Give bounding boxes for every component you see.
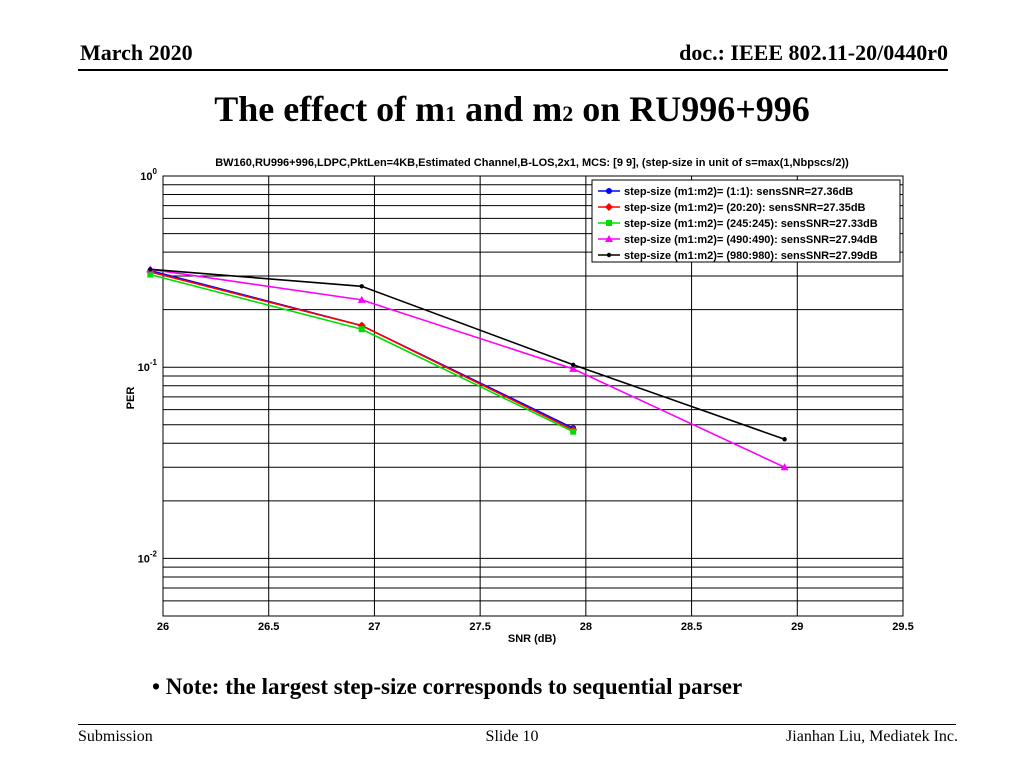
y-tick-exponent: -2 bbox=[150, 549, 158, 558]
data-point bbox=[606, 188, 612, 194]
series bbox=[146, 265, 789, 471]
header-doc-id: doc.: IEEE 802.11-20/0440r0 bbox=[679, 40, 948, 65]
note-text: • Note: the largest step-size correspond… bbox=[152, 674, 743, 699]
footer-slide-number: Slide 10 bbox=[485, 728, 539, 745]
series-2 bbox=[146, 267, 578, 434]
data-point bbox=[148, 267, 153, 272]
data-point bbox=[147, 271, 154, 278]
legend-label: step-size (m1:m2)= (245:245): sensSNR=27… bbox=[624, 218, 878, 230]
series-line bbox=[150, 269, 574, 429]
series-line bbox=[150, 271, 574, 431]
footer-divider bbox=[78, 724, 956, 725]
plot-frame bbox=[162, 175, 904, 617]
legend-entry: step-size (m1:m2)= (20:20): sensSNR=27.3… bbox=[598, 202, 866, 214]
slide-title-part1: The effect of m bbox=[214, 89, 446, 129]
x-tick-label: 27 bbox=[368, 621, 380, 633]
data-point bbox=[606, 220, 612, 226]
slide-title-part3: on RU996+996 bbox=[573, 89, 810, 129]
y-tick-label: 10-1 bbox=[138, 358, 158, 374]
slide-title-part2: and m bbox=[456, 89, 563, 129]
slide-title-sub1: 1 bbox=[445, 101, 457, 126]
legend-label: step-size (m1:m2)= (490:490): sensSNR=27… bbox=[624, 234, 878, 246]
legend: step-size (m1:m2)= (1:1): sensSNR=27.36d… bbox=[591, 179, 901, 263]
legend-entry: step-size (m1:m2)= (490:490): sensSNR=27… bbox=[598, 234, 878, 246]
data-point bbox=[358, 326, 365, 333]
slide-title: The effect of m1 and m2 on RU996+996 bbox=[0, 88, 1024, 130]
y-tick-exponent: -1 bbox=[150, 358, 158, 367]
y-tick-base: 10 bbox=[140, 171, 152, 183]
header-divider bbox=[78, 69, 948, 71]
x-tick-label: 29 bbox=[791, 621, 803, 633]
legend-label: step-size (m1:m2)= (980:980): sensSNR=27… bbox=[624, 250, 878, 262]
y-tick-label: 10-2 bbox=[138, 549, 158, 565]
legend-label: step-size (m1:m2)= (20:20): sensSNR=27.3… bbox=[624, 202, 866, 214]
data-point bbox=[780, 463, 789, 471]
data-point bbox=[570, 362, 576, 367]
chart-title: BW160,RU996+996,LDPC,PktLen=4KB,Estimate… bbox=[215, 157, 849, 169]
data-point bbox=[570, 428, 577, 435]
data-point bbox=[357, 295, 366, 303]
data-point bbox=[606, 252, 612, 258]
data-point bbox=[359, 284, 364, 289]
series-5 bbox=[148, 267, 787, 442]
data-point bbox=[605, 203, 613, 211]
legend-box bbox=[591, 179, 901, 263]
y-tick-exponent: 0 bbox=[153, 167, 158, 176]
legend-entry: step-size (m1:m2)= (980:980): sensSNR=27… bbox=[598, 250, 878, 262]
series-3 bbox=[147, 271, 577, 435]
series-line bbox=[150, 268, 785, 468]
data-point bbox=[782, 437, 787, 442]
legend-entry: step-size (m1:m2)= (245:245): sensSNR=27… bbox=[598, 218, 878, 230]
x-tick-label: 28 bbox=[580, 621, 592, 633]
x-tick-label: 28.5 bbox=[681, 621, 702, 633]
footer-author: Jianhan Liu, Mediatek Inc. bbox=[786, 728, 958, 745]
x-tick-label: 26 bbox=[157, 621, 169, 633]
slide-title-sub2: 2 bbox=[562, 101, 574, 126]
x-tick-label: 29.5 bbox=[892, 621, 913, 633]
header-date: March 2020 bbox=[80, 40, 193, 65]
series-4 bbox=[146, 265, 789, 471]
x-tick-label: 26.5 bbox=[258, 621, 279, 633]
legend-label: step-size (m1:m2)= (1:1): sensSNR=27.36d… bbox=[624, 186, 853, 198]
y-axis-label: PER bbox=[125, 387, 137, 410]
x-axis-label: SNR (dB) bbox=[508, 633, 557, 645]
y-tick-base: 10 bbox=[138, 553, 150, 565]
data-point bbox=[605, 235, 613, 242]
y-tick-base: 10 bbox=[138, 362, 150, 374]
per-vs-snr-chart: BW160,RU996+996,LDPC,PktLen=4KB,Estimate… bbox=[125, 157, 914, 645]
footer-submission: Submission bbox=[78, 728, 153, 745]
legend-entry: step-size (m1:m2)= (1:1): sensSNR=27.36d… bbox=[598, 186, 853, 198]
y-tick-label: 100 bbox=[140, 167, 157, 183]
series-line bbox=[150, 268, 785, 441]
data-point bbox=[569, 364, 578, 372]
x-tick-label: 27.5 bbox=[469, 621, 490, 633]
